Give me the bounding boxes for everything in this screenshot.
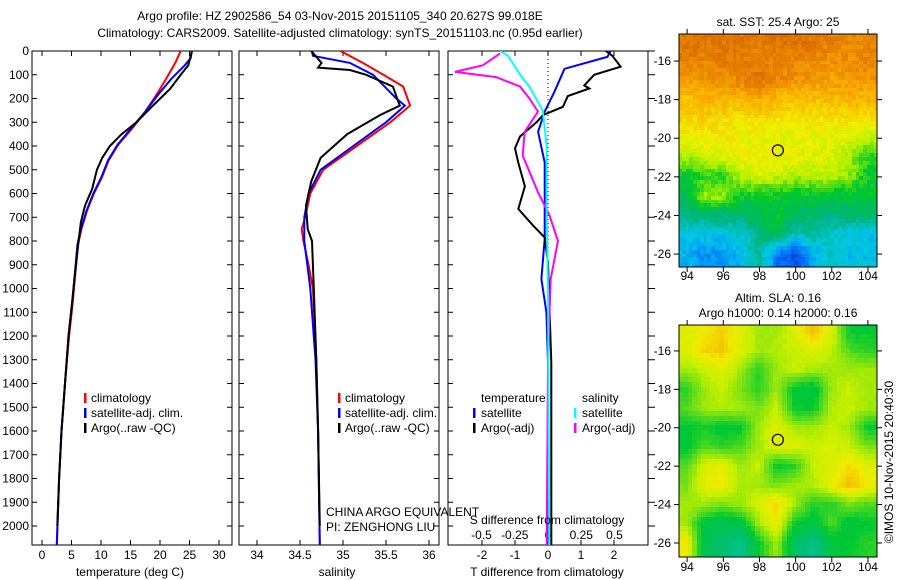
series-group (300, 51, 412, 545)
legend-swatch-climatology (84, 393, 87, 403)
series-line-satellite-adj-clim- (303, 51, 407, 545)
salinity-axis-label: salinity (319, 565, 356, 579)
y-tick-label: 400 (9, 139, 29, 153)
legend-swatch-t-argo (473, 423, 476, 433)
t-difference-axis-label: T difference from climatology (470, 565, 624, 579)
legend-label: satellite-adj. clim. (345, 406, 437, 420)
legend-label: satellite (582, 406, 623, 420)
s-difference-axis-label: S difference from climatology (470, 513, 625, 527)
legend-label: Argo(-adj) (481, 421, 534, 435)
series-line-argo-raw-qc- (304, 51, 402, 527)
x-tick-label: 10 (94, 548, 108, 562)
y-tick-label: 1800 (2, 472, 29, 486)
sla-map-title: Altim. SLA: 0.16 (735, 291, 821, 305)
series-line-s-argo-adj- (454, 52, 560, 545)
x-tick-label: 0 (39, 548, 46, 562)
credit-text: ©IMOS 10-Nov-2015 20:40:30 (882, 381, 896, 544)
y-tick-label: 600 (9, 187, 29, 201)
series-line-argo-raw-qc- (56, 51, 193, 527)
legend-swatch-argo (84, 423, 87, 433)
y-tick-label: 700 (9, 210, 29, 224)
y-tick-label: 1200 (2, 329, 29, 343)
legend-swatch-s-argo (574, 423, 577, 433)
sst-map-title: sat. SST: 25.4 Argo: 25 (717, 15, 840, 29)
x-tick-label: 0 (545, 548, 552, 562)
series-line-s-satellite (499, 51, 551, 545)
x-tick-label: 15 (124, 548, 138, 562)
series-line-climatology (55, 51, 182, 545)
x-tick-label: 20 (153, 548, 167, 562)
legend-label: climatology (345, 391, 405, 405)
legend-header-salinity: salinity (582, 391, 619, 405)
y-tick-label: 900 (9, 258, 29, 272)
legend-swatch-climatology (338, 393, 341, 403)
panel-frame (238, 50, 440, 546)
legend-label: Argo(..raw -QC) (91, 421, 176, 435)
y-tick-label: 1100 (3, 305, 29, 319)
x-tick-label: 36 (422, 548, 436, 562)
x-tick-label: 35 (336, 548, 350, 562)
y-tick-label: 1600 (2, 424, 29, 438)
s-tick-label: -0.25 (501, 528, 529, 542)
temperature-axis-label: temperature (deg C) (76, 565, 184, 579)
figure-title-line1: Argo profile: HZ 2902586_54 03-Nov-2015 … (137, 9, 542, 23)
x-tick-label: 1 (578, 548, 585, 562)
legend-label: Argo(-adj) (582, 421, 635, 435)
x-tick-label: -2 (477, 548, 488, 562)
y-tick-label: 0 (22, 44, 29, 58)
x-tick-label: 34.5 (288, 548, 312, 562)
x-tick-label: 2 (611, 548, 618, 562)
y-tick-label: 1000 (2, 282, 29, 296)
sst-map-canvas (679, 34, 877, 267)
temperature-legend: climatology satellite-adj. clim. Argo(..… (84, 391, 183, 435)
sla-map-subtitle: Argo h1000: 0.14 h2000: 0.16 (699, 306, 858, 320)
annotation-program: CHINA ARGO EQUIVALENT (326, 505, 480, 519)
legend-label: Argo(..raw -QC) (345, 421, 430, 435)
legend-swatch-s-satellite (574, 408, 577, 418)
x-tick-label: 25 (183, 548, 197, 562)
legend-label: satellite-adj. clim. (91, 406, 183, 420)
legend-swatch-satellite (84, 408, 87, 418)
salinity-legend: climatology satellite-adj. clim. Argo(..… (338, 391, 437, 435)
legend-swatch-t-satellite (473, 408, 476, 418)
legend-label: satellite (481, 406, 522, 420)
y-tick-label: 1700 (2, 448, 29, 462)
series-group (454, 51, 623, 545)
figure-title-line2: Climatology: CARS2009. Satellite-adjuste… (97, 26, 582, 40)
x-tick-label: -1 (510, 548, 521, 562)
y-tick-label: 500 (9, 163, 29, 177)
y-tick-label: 2000 (2, 519, 29, 533)
x-tick-label: 35.5 (374, 548, 398, 562)
series-group (55, 51, 193, 545)
legend-swatch-argo (338, 423, 341, 433)
s-tick-label: -0.5 (471, 528, 492, 542)
x-tick-label: 34 (250, 548, 264, 562)
difference-legend: temperature salinity satellite Argo(-adj… (473, 391, 635, 435)
series-line-satellite-adj-clim- (55, 51, 193, 545)
y-tick-label: 1900 (2, 495, 29, 509)
y-tick-label: 100 (9, 68, 29, 82)
panel-frame (31, 50, 233, 546)
y-tick-label: 1400 (2, 377, 29, 391)
y-tick-label: 800 (9, 234, 29, 248)
y-tick-label: 300 (9, 115, 29, 129)
y-tick-label: 200 (9, 92, 29, 106)
sla-map-canvas (679, 325, 877, 557)
y-tick-label: 1500 (2, 400, 29, 414)
legend-label: climatology (91, 391, 151, 405)
x-tick-label: 30 (212, 548, 226, 562)
legend-header-temperature: temperature (481, 391, 546, 405)
y-tick-label: 1300 (2, 353, 29, 367)
series-line-t-argo-adj- (513, 51, 623, 545)
legend-swatch-satellite (338, 408, 341, 418)
s-tick-label: 0.25 (570, 528, 594, 542)
annotation-pi: PI: ZENGHONG LIU (326, 520, 435, 534)
s-tick-label: 0.5 (606, 528, 623, 542)
x-tick-label: 5 (68, 548, 75, 562)
